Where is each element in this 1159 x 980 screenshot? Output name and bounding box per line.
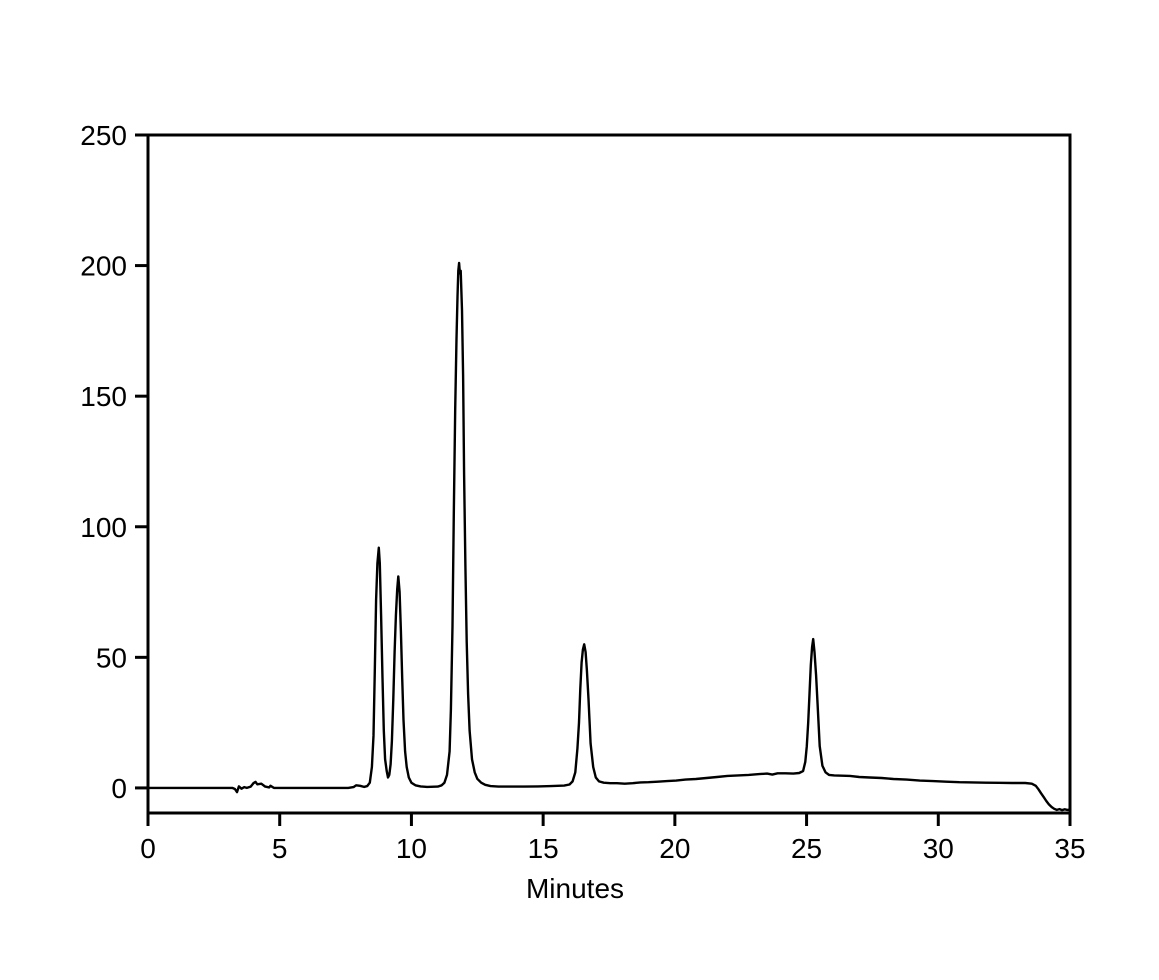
- plot-frame: [146, 133, 1072, 815]
- y-tick-label: 250: [80, 120, 127, 151]
- x-tick-label: 15: [528, 833, 559, 864]
- x-tick-label: 20: [659, 833, 690, 864]
- x-axis-title: Minutes: [526, 873, 624, 904]
- x-tick-label: 0: [140, 833, 156, 864]
- y-tick-label: 0: [111, 773, 127, 804]
- x-tick-label: 30: [923, 833, 954, 864]
- x-tick-label: 10: [396, 833, 427, 864]
- y-tick-label: 200: [80, 251, 127, 282]
- x-tick-label: 5: [272, 833, 288, 864]
- y-tick-label: 100: [80, 512, 127, 543]
- signal-trace: [146, 261, 1072, 812]
- x-tick-label: 35: [1054, 833, 1085, 864]
- y-tick-label: 50: [96, 642, 127, 673]
- x-tick-label: 25: [791, 833, 822, 864]
- y-tick-label: 150: [80, 381, 127, 412]
